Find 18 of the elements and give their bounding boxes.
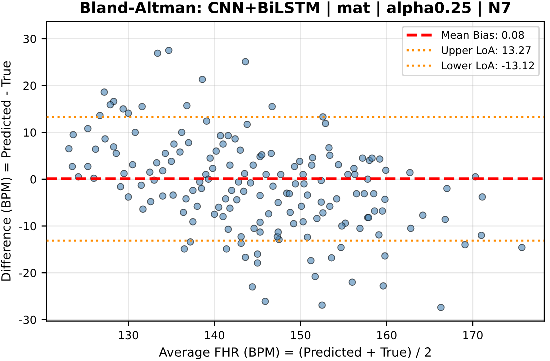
x-tick-label: 150 xyxy=(291,331,311,340)
x-tick-label: 170 xyxy=(464,331,483,340)
y-tick-label: -20 xyxy=(19,269,36,278)
x-axis-title: Average FHR (BPM) = (Predicted + True) / 2 xyxy=(159,347,431,360)
y-tick-label: -10 xyxy=(19,222,36,231)
y-axis-title: Difference (BPM) = Predicted - True xyxy=(1,61,12,281)
x-tick-label: 160 xyxy=(378,331,397,340)
legend-label: Upper LoA: 13.27 xyxy=(442,46,531,56)
y-tick-label: -30 xyxy=(19,316,36,324)
legend-label: Mean Bias: 0.08 xyxy=(442,31,524,40)
x-tick-label: 130 xyxy=(119,331,138,340)
y-tick-label: 10 xyxy=(24,128,36,137)
y-tick-label: 30 xyxy=(24,34,36,44)
y-tick-label: 20 xyxy=(24,82,36,90)
x-tick-label: 140 xyxy=(205,331,225,340)
chart-title: Bland-Altman: CNN+BiLSTM | mat | alpha0.25 | N7 xyxy=(81,2,510,17)
y-tick-label: 0 xyxy=(30,175,36,184)
legend-label: Lower LoA: -13.12 xyxy=(442,62,534,70)
